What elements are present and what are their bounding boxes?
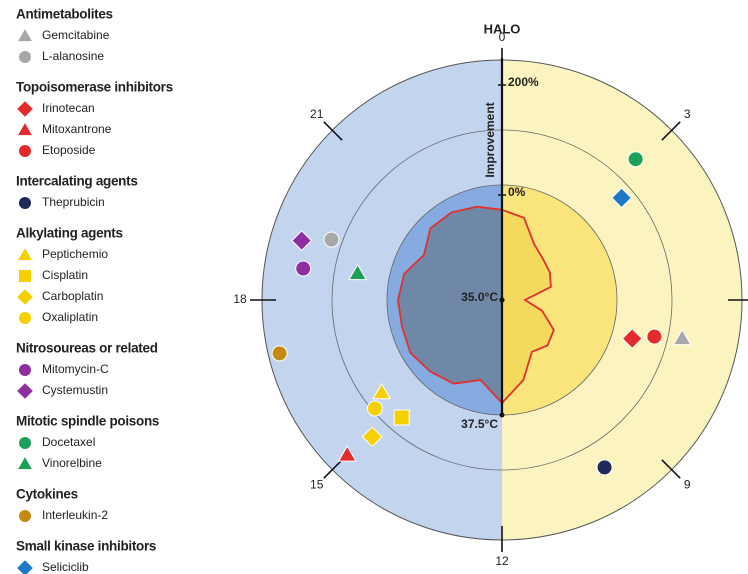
legend-label: Gemcitabine <box>42 28 110 42</box>
hour-tick-label: 18 <box>233 292 247 306</box>
y-tick-label: 200% <box>508 75 539 89</box>
legend-label: Interleukin-2 <box>42 508 108 522</box>
legend-label: Mitomycin-C <box>42 362 109 376</box>
hour-tick <box>661 121 681 141</box>
legend-group-title: Mitotic spindle poisons <box>16 414 159 429</box>
legend-label: Etoposide <box>42 143 96 157</box>
polar-background <box>261 59 743 541</box>
drug-point <box>271 345 288 362</box>
y-tick-label: 0% <box>508 185 526 199</box>
y-axis-label: Improvement <box>483 102 497 177</box>
drug-point <box>323 231 340 248</box>
legend-marker <box>17 101 33 117</box>
drug-point <box>596 459 613 476</box>
legend-group-title: Alkylating agents <box>16 226 123 241</box>
legend-label: Peptichemio <box>42 247 108 261</box>
drug-point <box>337 445 357 462</box>
legend-marker <box>19 312 31 324</box>
drug-point <box>393 409 410 426</box>
drug-point <box>361 426 383 448</box>
hour-tick-label: 0 <box>499 30 506 44</box>
legend-label: Vinorelbine <box>42 456 102 470</box>
drug-point <box>372 382 392 400</box>
legend-group-title: Cytokines <box>16 487 78 502</box>
drug-point <box>621 328 643 350</box>
legend-label: Irinotecan <box>42 101 95 115</box>
legend-group-title: Small kinase inhibitors <box>16 539 156 554</box>
legend-label: Theprubicin <box>42 195 105 209</box>
legend-marker <box>18 457 32 470</box>
legend-label: Docetaxel <box>42 435 95 449</box>
hour-tick-label: 3 <box>684 107 691 121</box>
drug-point <box>672 328 692 346</box>
legend-marker <box>19 145 31 157</box>
drug-point <box>291 230 313 252</box>
legend-marker <box>19 510 31 522</box>
legend-label: Oxaliplatin <box>42 310 98 324</box>
temperature-tick-label: 37.5°C <box>461 417 498 431</box>
legend-marker <box>17 383 33 399</box>
chart-title: HALO <box>484 21 521 36</box>
drug-point <box>295 260 312 277</box>
legend-marker <box>18 123 32 136</box>
legend-marker <box>18 248 32 261</box>
drug-point <box>646 328 663 345</box>
drug-point <box>348 263 368 281</box>
legend-marker <box>19 364 31 376</box>
legend-label: Cystemustin <box>42 383 108 397</box>
legend-group-title: Nitrosoureas or related <box>16 341 158 356</box>
hour-tick-label: 21 <box>310 107 324 121</box>
hour-tick-label: 9 <box>684 477 691 491</box>
legend-marker <box>18 29 32 42</box>
legend-group-title: Intercalating agents <box>16 174 138 189</box>
legend-label: Seliciclib <box>42 560 89 574</box>
drug-point <box>627 151 644 168</box>
legend-marker <box>17 560 33 574</box>
temperature-tick <box>499 297 505 303</box>
legend-marker <box>19 437 31 449</box>
legend-marker <box>17 289 33 305</box>
legend-marker <box>19 51 31 63</box>
drug-point <box>611 187 633 209</box>
legend-label: Carboplatin <box>42 289 103 303</box>
legend-label: Cisplatin <box>42 268 88 282</box>
legend-label: Mitoxantrone <box>42 122 112 136</box>
legend-marker <box>19 197 31 209</box>
temperature-tick-label: 35.0°C <box>461 290 498 304</box>
legend-group-title: Antimetabolites <box>16 7 113 22</box>
hour-tick-label: 15 <box>310 477 324 491</box>
legend-group-title: Topoisomerase inhibitors <box>16 80 173 95</box>
temperature-fill <box>502 209 554 403</box>
temperature-tick <box>499 412 505 418</box>
legend-marker <box>19 270 31 282</box>
hour-tick <box>323 121 343 141</box>
hour-tick-label: 12 <box>495 554 509 568</box>
hour-tick <box>661 459 681 479</box>
drug-point <box>366 400 383 417</box>
legend-label: L-alanosine <box>42 49 104 63</box>
hour-tick <box>323 459 343 479</box>
